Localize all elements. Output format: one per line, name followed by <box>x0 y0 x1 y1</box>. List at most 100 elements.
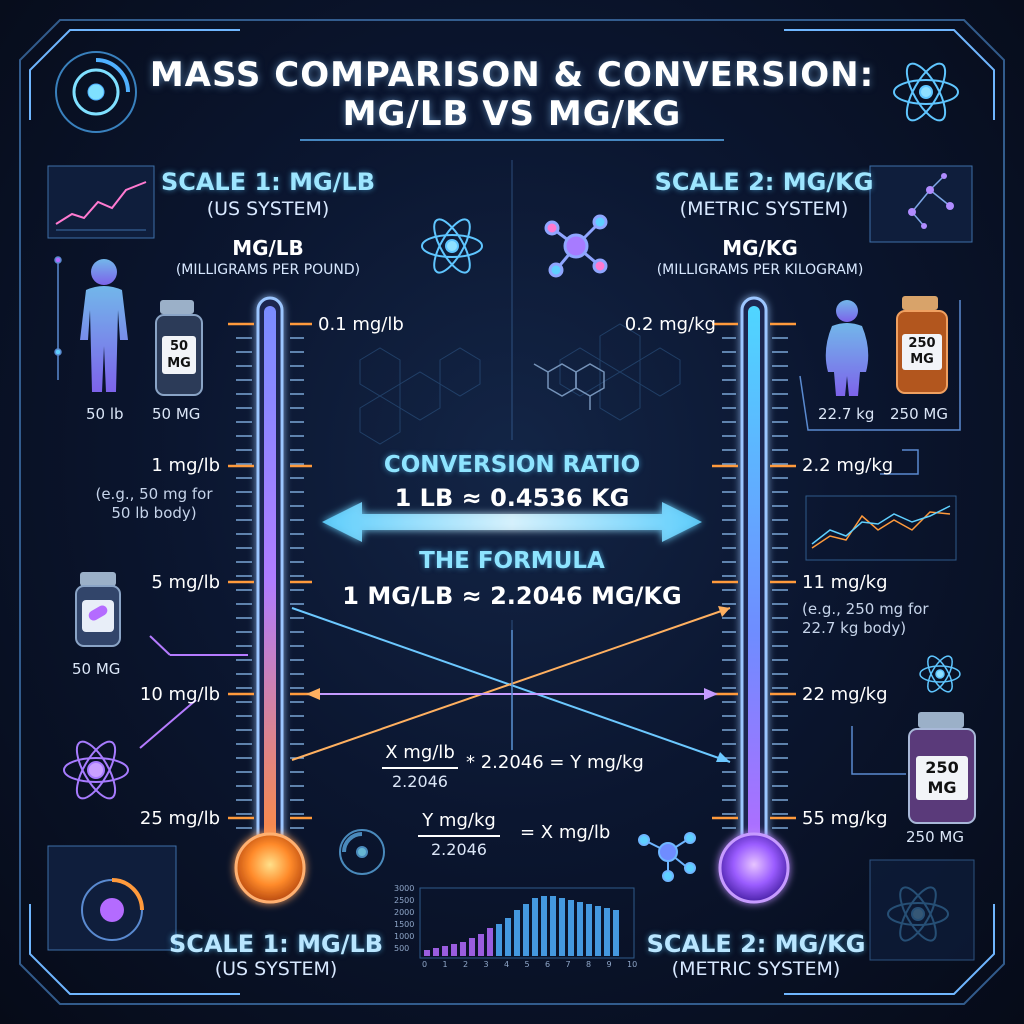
equation-1-result: * 2.2046 = Y mg/kg <box>466 752 644 773</box>
scale-1-unit-full: (MILLIGRAMS PER POUND) <box>175 262 361 278</box>
thumbnail-bar <box>586 904 592 956</box>
tick-label-left-2: 1 mg/lb <box>151 455 220 476</box>
hud-dial-icon <box>55 51 137 133</box>
bar-chart-x-tick: 9 <box>606 960 612 969</box>
bar-chart-y-tick: 500 <box>394 944 410 953</box>
thumbnail-bar <box>514 910 520 956</box>
molecule-icon <box>544 214 608 278</box>
scale-1-footer-system: (US SYSTEM) <box>214 958 338 980</box>
equation-2-fraction-bar <box>418 835 500 837</box>
equation-1-fraction-bar <box>382 767 458 769</box>
bar-chart-x-tick: 0 <box>422 960 428 969</box>
bar-chart-x-tick: 8 <box>586 960 592 969</box>
person-icon-right <box>825 300 869 396</box>
bar-chart-y-tick: 2500 <box>394 896 415 905</box>
conversion-lines <box>139 606 731 763</box>
scale-1-system: (US SYSTEM) <box>206 198 330 220</box>
network-graph-thumbnail <box>869 165 973 243</box>
bar-chart-x-tick: 4 <box>504 960 510 969</box>
tick-label-right-5: 55 mg/kg <box>802 808 888 829</box>
bar-chart-y-tick: 2000 <box>394 908 415 917</box>
pill-bottle-label-large: 250 MG <box>916 756 968 800</box>
person-weight-left: 50 lb <box>86 405 124 423</box>
pill-bottle-label: 50 MG <box>162 336 196 374</box>
tick-label-right-4: 22 mg/kg <box>802 684 888 705</box>
line-chart-thumbnail <box>47 165 155 239</box>
bar-chart-y-tick: 1000 <box>394 932 415 941</box>
scale-2-footer-heading: SCALE 2: MG/KG <box>646 930 866 958</box>
example-note-left: (e.g., 50 mg for 50 lb body) <box>95 485 213 522</box>
formula-heading: THE FORMULA <box>419 548 605 574</box>
tick-label-right-2: 2.2 mg/kg <box>802 455 894 476</box>
equation-1-denominator: 2.2046 <box>392 772 448 791</box>
thumbnail-bar <box>496 924 502 956</box>
thumbnail-bar <box>469 938 475 956</box>
equation-2-numerator: Y mg/kg <box>422 810 496 831</box>
atom-panel-thumbnail <box>869 859 975 961</box>
thumbnail-bar <box>451 944 457 956</box>
tick-label-left-4: 10 mg/lb <box>139 684 220 705</box>
person-icon-left <box>80 259 128 392</box>
scale-1-heading: SCALE 1: MG/LB <box>160 168 376 196</box>
scale-1-footer-heading: SCALE 1: MG/LB <box>168 930 384 958</box>
bar-chart-x-tick: 6 <box>545 960 551 969</box>
page-title-line-2: MG/LB VS MG/KG <box>342 94 682 134</box>
bar-chart-x-tick: 1 <box>442 960 448 969</box>
bar-chart-x-tick: 10 <box>627 960 638 969</box>
scale-1-unit: MG/LB <box>232 236 304 260</box>
hexagon-pattern <box>359 323 681 445</box>
scale-2-thermometer <box>718 296 790 904</box>
thumbnail-bar <box>613 910 619 956</box>
pill-caption-left: 50 MG <box>72 660 121 678</box>
scale-2-unit-full: (MILLIGRAMS PER KILOGRAM) <box>656 262 864 278</box>
bottle-caption-right: 250 MG <box>890 405 948 423</box>
tick-label-right-1: 0.2 mg/kg <box>624 314 716 335</box>
bar-chart-y-tick: 3000 <box>394 884 415 893</box>
equation-1-numerator: X mg/lb <box>385 742 455 763</box>
thumbnail-bar <box>550 896 556 956</box>
conversion-ratio-value: 1 LB ≈ 0.4536 KG <box>394 484 630 512</box>
atom-icon-top-right <box>893 62 959 122</box>
scale-1-thermometer <box>234 296 306 904</box>
pill-bottle-label-right: 250 MG <box>902 334 942 370</box>
scale-2-system: (METRIC SYSTEM) <box>679 198 849 220</box>
bar-chart-x-tick: 5 <box>524 960 530 969</box>
scale-tick-marks <box>228 322 796 829</box>
tick-label-right-3: 11 mg/kg <box>802 572 888 593</box>
thumbnail-bar <box>541 896 547 956</box>
pill-bottle-cap-right <box>902 296 938 310</box>
scale-2-unit: MG/KG <box>722 236 798 260</box>
thumbnail-bar <box>460 942 466 956</box>
conversion-double-arrow <box>322 502 702 542</box>
bottle-caption-left: 50 MG <box>152 405 201 423</box>
equation-2-denominator: 2.2046 <box>431 840 487 859</box>
thumbnail-bar <box>595 906 601 956</box>
thumbnail-bar <box>478 934 484 956</box>
thumbnail-bar <box>532 898 538 956</box>
thumbnail-bar <box>487 928 493 956</box>
molecule-icon-bottom <box>638 832 696 882</box>
connector-lines <box>54 256 961 775</box>
multi-line-chart-thumbnail <box>805 495 957 561</box>
thumbnail-bar <box>424 950 430 956</box>
thumbnail-bar <box>604 908 610 956</box>
thumbnail-bar <box>523 904 529 956</box>
thumbnail-bar <box>568 900 574 956</box>
atom-icon-right <box>919 655 961 693</box>
atom-icon <box>421 218 483 274</box>
bar-chart-y-tick: 1500 <box>394 920 415 929</box>
hud-ring-icon <box>339 829 385 875</box>
page-title-line-1: MASS COMPARISON & CONVERSION: <box>149 55 875 95</box>
pill-bottle-icon-large: 250 MG <box>908 728 976 824</box>
pill-bottle-cap-large <box>918 712 964 728</box>
chemical-structure-icon <box>533 363 605 410</box>
atom-icon-left <box>63 740 129 800</box>
thumbnail-bar <box>442 946 448 956</box>
conversion-ratio-heading: CONVERSION RATIO <box>383 452 641 478</box>
tick-label-left-5: 25 mg/lb <box>139 808 220 829</box>
scale-2-heading: SCALE 2: MG/KG <box>654 168 874 196</box>
pill-bottle-icon-right: 250 MG <box>896 310 948 394</box>
bottle-caption-large: 250 MG <box>906 828 964 846</box>
thumbnail-bar <box>559 898 565 956</box>
